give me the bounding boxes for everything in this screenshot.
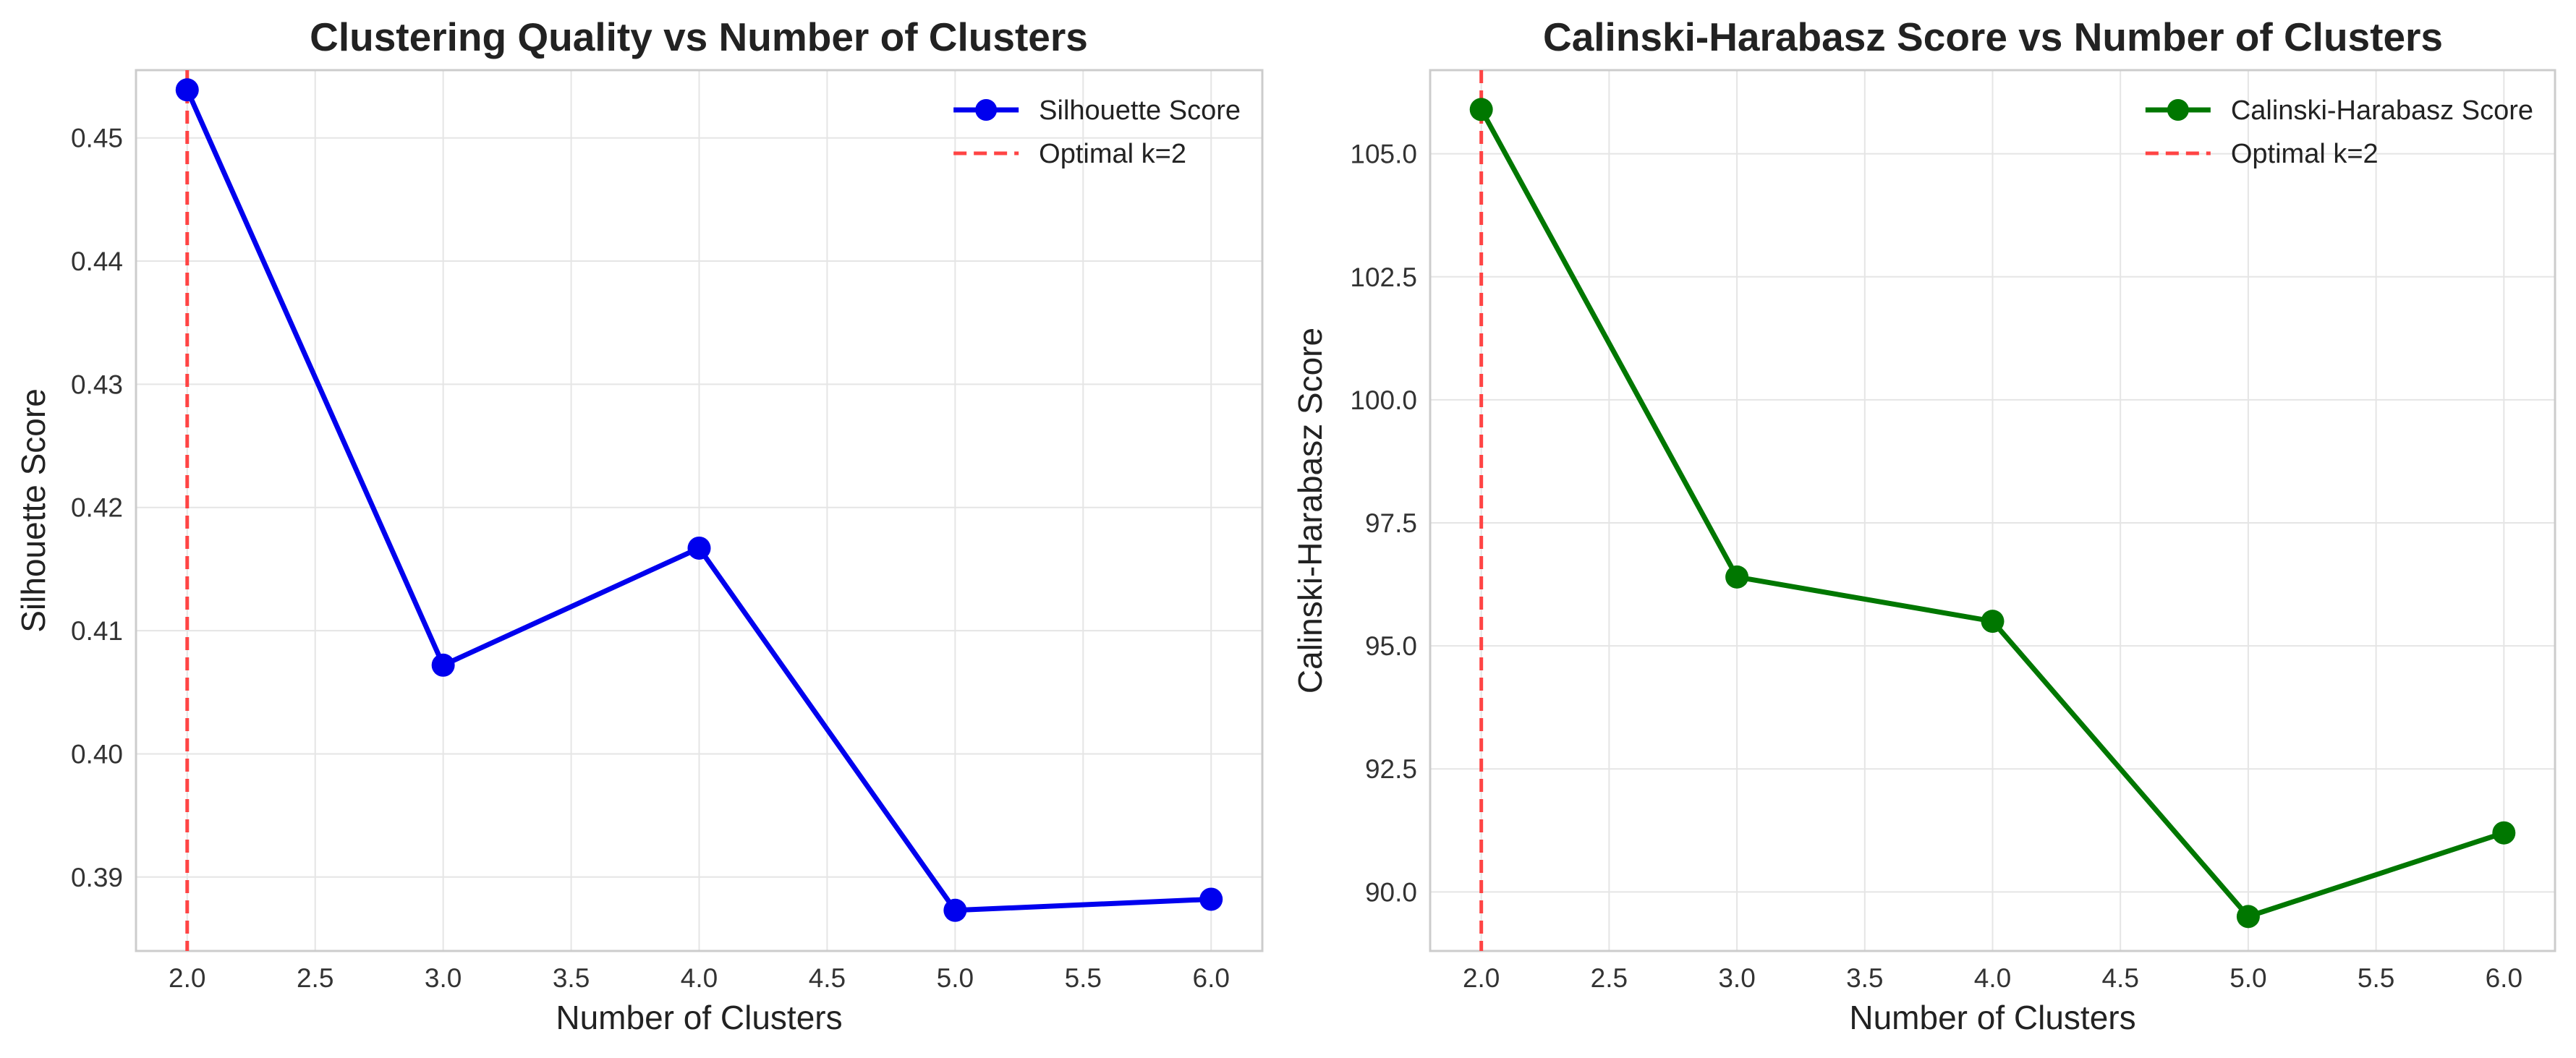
y-tick-label: 102.5 — [1350, 263, 1417, 292]
y-tick-label: 95.0 — [1365, 631, 1417, 661]
x-tick-label: 5.5 — [2358, 963, 2394, 993]
x-tick-label: 5.0 — [2229, 963, 2266, 993]
y-tick-label: 0.42 — [71, 493, 123, 523]
x-tick-label: 4.0 — [681, 963, 718, 993]
x-tick-label: 4.5 — [2101, 963, 2138, 993]
data-point — [943, 898, 967, 922]
x-tick-label: 2.0 — [169, 963, 205, 993]
data-point — [2492, 821, 2516, 845]
y-tick-label: 0.45 — [71, 124, 123, 153]
data-point — [1981, 610, 2005, 633]
legend-label: Silhouette Score — [1039, 95, 1241, 126]
y-tick-label: 0.41 — [71, 616, 123, 646]
y-tick-label: 0.44 — [71, 247, 123, 276]
data-point — [431, 653, 455, 677]
y-tick-label: 92.5 — [1365, 754, 1417, 784]
y-tick-label: 105.0 — [1350, 140, 1417, 169]
legend-label: Optimal k=2 — [2231, 139, 2379, 169]
chart-title: Clustering Quality vs Number of Clusters — [310, 14, 1088, 59]
y-tick-label: 90.0 — [1365, 877, 1417, 907]
x-tick-label: 4.0 — [1974, 963, 2011, 993]
x-tick-label: 5.0 — [937, 963, 974, 993]
y-tick-label: 0.39 — [71, 863, 123, 892]
x-tick-label: 2.5 — [1591, 963, 1628, 993]
legend: Calinski-Harabasz Score Optimal k=2 — [2145, 95, 2533, 169]
legend-label: Calinski-Harabasz Score — [2231, 95, 2533, 126]
x-tick-label: 3.0 — [425, 963, 462, 993]
chart-title: Calinski-Harabasz Score vs Number of Clu… — [1543, 14, 2443, 59]
data-point — [2236, 905, 2260, 929]
y-tick-label: 97.5 — [1365, 508, 1417, 538]
x-tick-label: 3.5 — [1846, 963, 1883, 993]
x-tick-label: 5.5 — [1065, 963, 1102, 993]
calinski-harabasz-chart: 2.0 2.5 3.0 3.5 4.0 4.5 5.0 5.5 6.0 90.0 92.5 95.0 9… — [1291, 14, 2556, 1036]
x-tick-label: 2.5 — [297, 963, 333, 993]
y-axis-label: Calinski-Harabasz Score — [1291, 328, 1329, 694]
data-point — [1199, 887, 1223, 911]
y-tick-label: 0.43 — [71, 370, 123, 399]
x-tick-label: 6.0 — [1193, 963, 1230, 993]
x-tick-label: 2.0 — [1463, 963, 1500, 993]
y-tick-label: 100.0 — [1350, 385, 1417, 415]
x-tick-label: 3.5 — [553, 963, 590, 993]
data-point — [175, 78, 199, 102]
x-tick-label: 6.0 — [2486, 963, 2522, 993]
data-point — [1725, 565, 1749, 589]
x-tick-label: 4.5 — [809, 963, 846, 993]
plot-frame — [135, 69, 1264, 952]
y-tick-label: 0.40 — [71, 739, 123, 769]
silhouette-chart: 2.0 2.5 3.0 3.5 4.0 4.5 5.0 5.5 6.0 0.39 0.40 0.41 0… — [14, 14, 1264, 1036]
x-axis-label: Number of Clusters — [1849, 999, 2135, 1036]
x-axis-label: Number of Clusters — [556, 999, 842, 1036]
legend-marker-swatch — [975, 99, 998, 121]
y-axis-label: Silhouette Score — [14, 388, 52, 633]
data-point — [1469, 98, 1493, 121]
legend-label: Optimal k=2 — [1039, 139, 1186, 169]
x-tick-label: 3.0 — [1718, 963, 1755, 993]
legend-marker-swatch — [2167, 99, 2189, 121]
legend: Silhouette Score Optimal k=2 — [953, 95, 1241, 169]
data-point — [687, 536, 711, 560]
plot-frame — [1429, 69, 2556, 952]
